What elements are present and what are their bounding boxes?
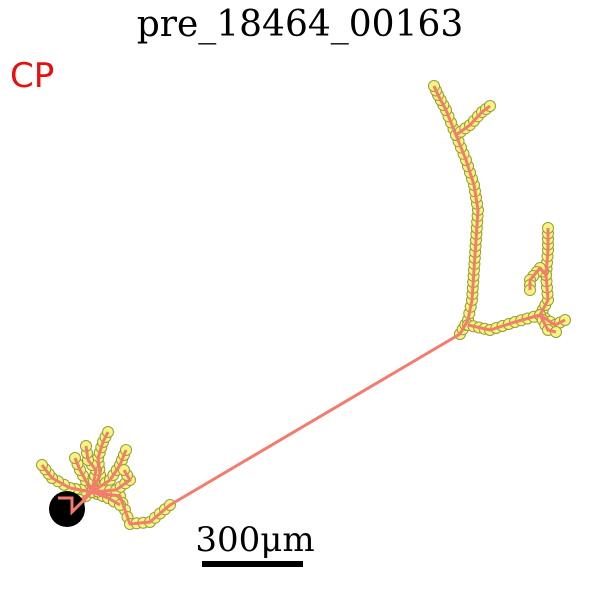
scale-bar [202,561,303,567]
neurite-branch [40,464,93,494]
neurite-branch [91,490,121,507]
soma-disc [49,491,85,527]
figure-title: pre_18464_00163 [136,4,464,45]
neurite-branch [90,431,110,493]
neurite-branch [91,449,128,494]
neurite-branch [538,314,557,334]
soma-neurite-origin [58,490,94,516]
neurite-branch [528,266,548,290]
scale-bar-label: 300μm [195,520,315,560]
neurite-branch [84,445,98,493]
neurite-branch [455,104,491,137]
neurite-branches [40,85,566,526]
neurite-branch [432,85,480,335]
neurite-branch [467,228,550,332]
neurite-branch [91,469,132,494]
neurite-branch [91,332,461,526]
neurite-branch [539,313,566,327]
neurite-branch [73,457,94,493]
node-markers [36,80,571,530]
region-label: CP [10,56,55,96]
